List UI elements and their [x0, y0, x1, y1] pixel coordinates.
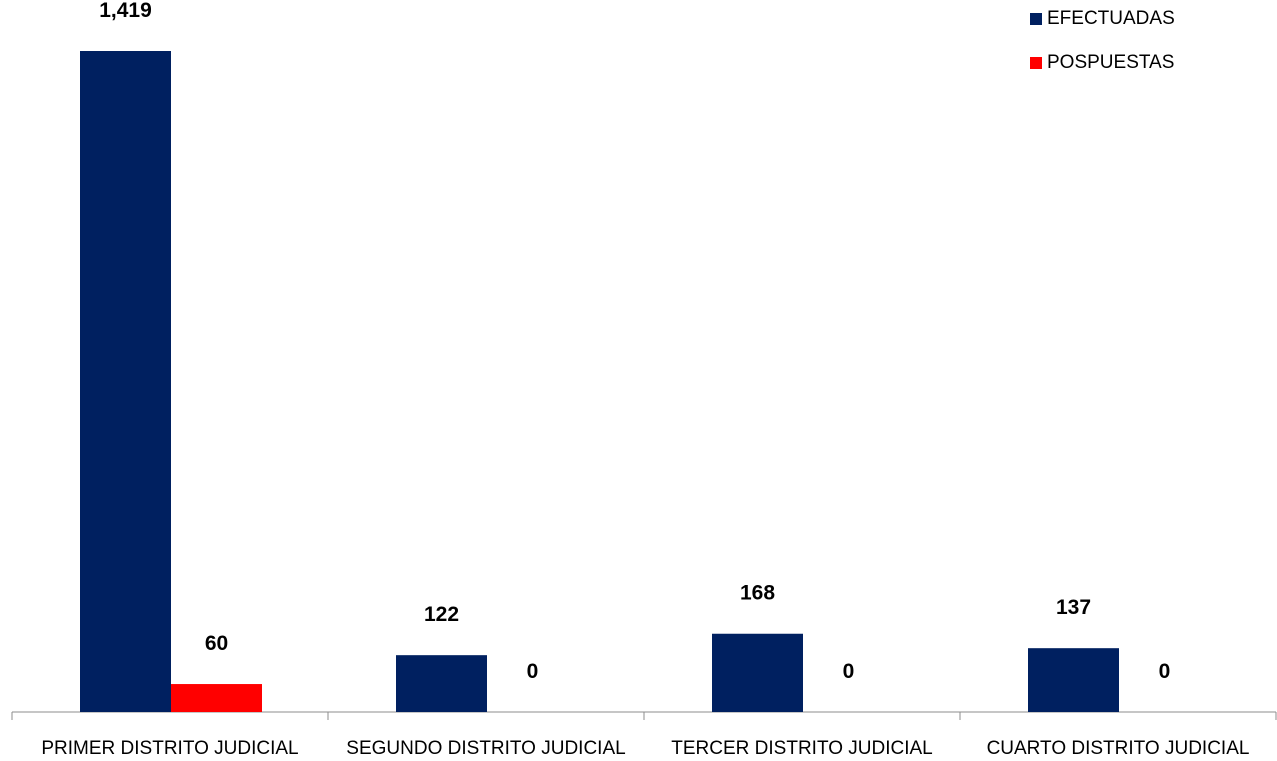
- bar-efectuadas: [1028, 648, 1119, 712]
- legend: EFECTUADAS POSPUESTAS: [1030, 8, 1175, 96]
- category-label: SEGUNDO DISTRITO JUDICIAL: [346, 738, 625, 759]
- data-label-pospuestas: 0: [1159, 660, 1171, 683]
- data-label-efectuadas: 168: [740, 582, 775, 605]
- data-label-efectuadas: 137: [1056, 596, 1091, 619]
- bar-efectuadas: [80, 51, 171, 712]
- data-label-efectuadas: 1,419: [99, 0, 152, 22]
- data-label-pospuestas: 0: [843, 660, 855, 683]
- legend-swatch-efectuadas: [1030, 13, 1042, 25]
- category-label: PRIMER DISTRITO JUDICIAL: [41, 738, 298, 759]
- legend-label-efectuadas: EFECTUADAS: [1047, 8, 1175, 29]
- bar-pospuestas: [171, 684, 262, 712]
- legend-item-efectuadas: EFECTUADAS: [1030, 8, 1175, 30]
- category-label: CUARTO DISTRITO JUDICIAL: [987, 738, 1250, 759]
- bar-efectuadas: [712, 633, 803, 712]
- legend-swatch-pospuestas: [1030, 57, 1042, 69]
- data-label-efectuadas: 122: [424, 603, 459, 626]
- legend-item-pospuestas: POSPUESTAS: [1030, 52, 1175, 74]
- category-label: TERCER DISTRITO JUDICIAL: [671, 738, 932, 759]
- data-label-pospuestas: 60: [205, 632, 228, 655]
- bar-efectuadas: [396, 655, 487, 712]
- data-label-pospuestas: 0: [527, 660, 539, 683]
- legend-label-pospuestas: POSPUESTAS: [1047, 52, 1175, 73]
